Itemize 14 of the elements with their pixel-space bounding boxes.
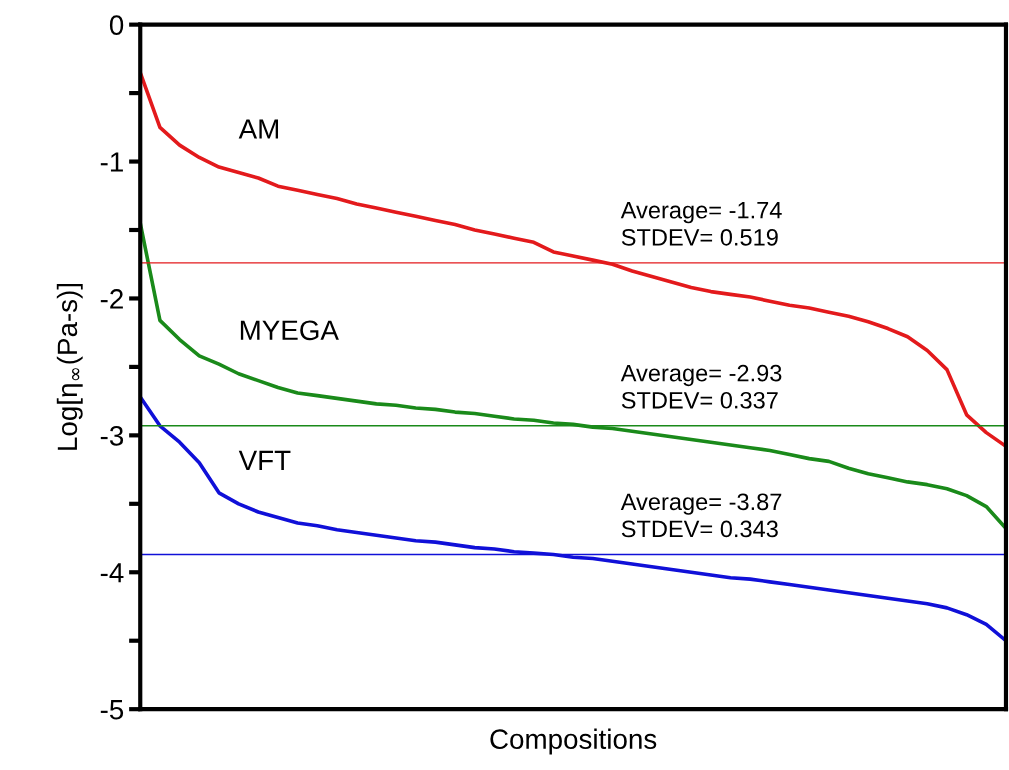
y-tick-label: -1 bbox=[100, 152, 123, 172]
y-tick-label: -5 bbox=[100, 700, 124, 720]
series-label: MYEGA bbox=[240, 320, 339, 341]
ref-line-label: Average= -3.87 STDEV= 0.343 bbox=[620, 493, 782, 538]
x-axis-title: Compositions bbox=[490, 728, 657, 755]
y-tick-label: -2 bbox=[100, 289, 123, 309]
y-tick-label: -4 bbox=[100, 563, 124, 583]
ref-line-label: Average= -1.74 STDEV= 0.519 bbox=[620, 202, 782, 246]
y-tick-label: 0 bbox=[109, 15, 124, 35]
series-label: VFT bbox=[238, 450, 291, 470]
series-label: AM bbox=[238, 119, 279, 139]
ref-line-label: Average= -2.93 STDEV= 0.337 bbox=[620, 364, 782, 409]
y-tick-label: -3 bbox=[100, 426, 124, 446]
y-axis-title: Log[η$_{∞}$(Pa-s)] bbox=[56, 283, 83, 450]
